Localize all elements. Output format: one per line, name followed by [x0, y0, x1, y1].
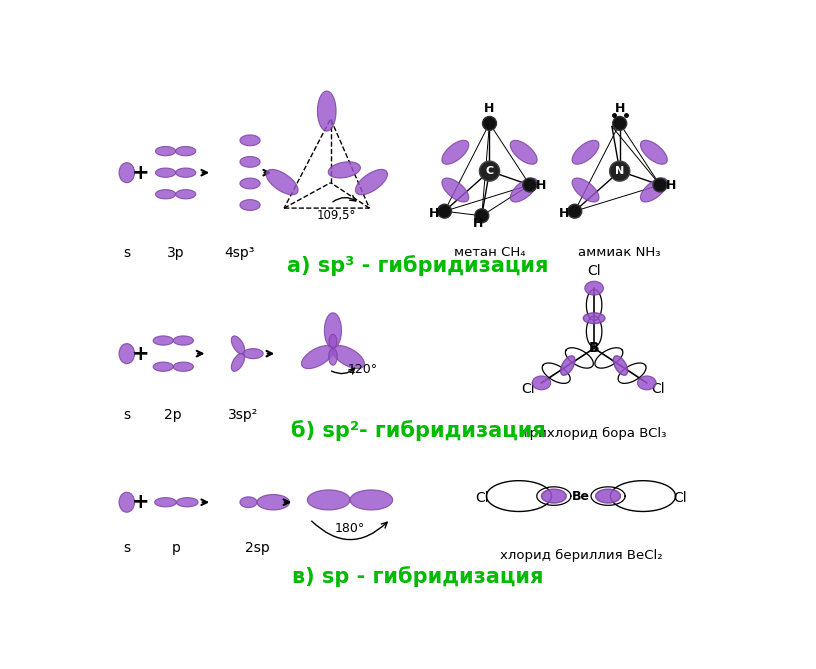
- Text: H: H: [472, 217, 483, 229]
- Polygon shape: [240, 497, 257, 508]
- Ellipse shape: [614, 356, 628, 375]
- Text: H: H: [485, 102, 494, 115]
- Text: Cl: Cl: [475, 491, 489, 505]
- Text: метан СН₄: метан СН₄: [454, 246, 526, 259]
- Text: +: +: [132, 344, 149, 364]
- Circle shape: [475, 209, 489, 223]
- Polygon shape: [156, 147, 175, 156]
- Polygon shape: [332, 346, 365, 369]
- Polygon shape: [328, 162, 361, 178]
- Text: 2p: 2p: [165, 407, 182, 421]
- Polygon shape: [173, 336, 193, 345]
- Ellipse shape: [583, 313, 605, 324]
- Text: аммиак NH₃: аммиак NH₃: [579, 246, 661, 259]
- Polygon shape: [510, 178, 537, 202]
- Text: +: +: [132, 163, 149, 183]
- Polygon shape: [356, 169, 388, 195]
- Polygon shape: [155, 498, 176, 507]
- Text: H: H: [428, 207, 439, 220]
- Text: H: H: [559, 207, 569, 220]
- Text: H: H: [666, 179, 676, 192]
- Text: H: H: [535, 179, 546, 192]
- Polygon shape: [175, 147, 196, 156]
- Text: N: N: [615, 166, 624, 176]
- Text: 180°: 180°: [335, 522, 365, 535]
- Polygon shape: [240, 135, 260, 146]
- Polygon shape: [175, 189, 196, 199]
- Polygon shape: [325, 313, 341, 349]
- Polygon shape: [329, 349, 337, 365]
- Text: 109,5°: 109,5°: [317, 209, 356, 222]
- Polygon shape: [153, 362, 173, 371]
- Text: s: s: [123, 407, 131, 421]
- Polygon shape: [232, 336, 245, 354]
- Text: 120°: 120°: [348, 363, 378, 376]
- Text: +: +: [132, 492, 149, 512]
- Polygon shape: [442, 178, 468, 202]
- Text: Cl: Cl: [588, 264, 601, 278]
- Circle shape: [523, 178, 537, 192]
- Circle shape: [480, 161, 499, 181]
- Polygon shape: [572, 178, 599, 202]
- Polygon shape: [308, 490, 350, 510]
- Ellipse shape: [119, 492, 135, 512]
- Polygon shape: [173, 362, 193, 371]
- Text: 3p: 3p: [166, 246, 184, 260]
- Ellipse shape: [561, 356, 575, 375]
- Text: 3sp²: 3sp²: [228, 407, 258, 421]
- Circle shape: [437, 204, 451, 218]
- Polygon shape: [243, 349, 264, 359]
- Polygon shape: [153, 336, 173, 345]
- Text: s: s: [123, 246, 131, 260]
- Ellipse shape: [542, 489, 566, 503]
- Text: б) sp²- гибридизация: б) sp²- гибридизация: [290, 420, 546, 441]
- Ellipse shape: [119, 344, 135, 364]
- Text: p: p: [172, 541, 181, 555]
- Ellipse shape: [637, 376, 656, 390]
- Text: 4sp³: 4sp³: [224, 246, 255, 260]
- Text: Cl: Cl: [521, 382, 535, 396]
- Polygon shape: [240, 199, 260, 211]
- Ellipse shape: [596, 489, 620, 503]
- Circle shape: [568, 204, 582, 218]
- Text: хлорид бериллия BeCl₂: хлорид бериллия BeCl₂: [499, 549, 663, 561]
- Text: Cl: Cl: [673, 491, 687, 505]
- Text: в) sp - гибридизация: в) sp - гибридизация: [292, 567, 544, 587]
- Polygon shape: [350, 490, 392, 510]
- Circle shape: [613, 116, 627, 130]
- Text: C: C: [486, 166, 494, 176]
- Polygon shape: [572, 140, 599, 164]
- Text: Be: Be: [572, 490, 590, 502]
- Polygon shape: [641, 140, 667, 164]
- Polygon shape: [641, 178, 667, 202]
- Polygon shape: [240, 178, 260, 189]
- Ellipse shape: [585, 281, 603, 295]
- Text: трихлорид бора BCl₃: трихлорид бора BCl₃: [522, 427, 667, 440]
- Polygon shape: [232, 353, 245, 371]
- Polygon shape: [156, 189, 175, 199]
- Polygon shape: [317, 91, 336, 131]
- Polygon shape: [240, 157, 260, 167]
- Polygon shape: [329, 334, 337, 349]
- Circle shape: [482, 116, 496, 130]
- Polygon shape: [266, 169, 298, 195]
- Circle shape: [653, 178, 667, 192]
- Text: B: B: [589, 341, 600, 355]
- Polygon shape: [301, 346, 334, 369]
- Polygon shape: [442, 140, 468, 164]
- Text: s: s: [123, 541, 131, 555]
- Text: Cl: Cl: [651, 382, 664, 396]
- Polygon shape: [510, 140, 537, 164]
- Text: H: H: [614, 102, 625, 115]
- Polygon shape: [257, 494, 290, 510]
- Ellipse shape: [532, 376, 551, 390]
- Ellipse shape: [119, 163, 135, 183]
- Polygon shape: [156, 168, 175, 177]
- Circle shape: [610, 161, 630, 181]
- Polygon shape: [175, 168, 196, 177]
- Polygon shape: [176, 498, 198, 507]
- Text: а) sp³ - гибридизация: а) sp³ - гибридизация: [287, 255, 549, 276]
- Text: 2sp: 2sp: [245, 541, 269, 555]
